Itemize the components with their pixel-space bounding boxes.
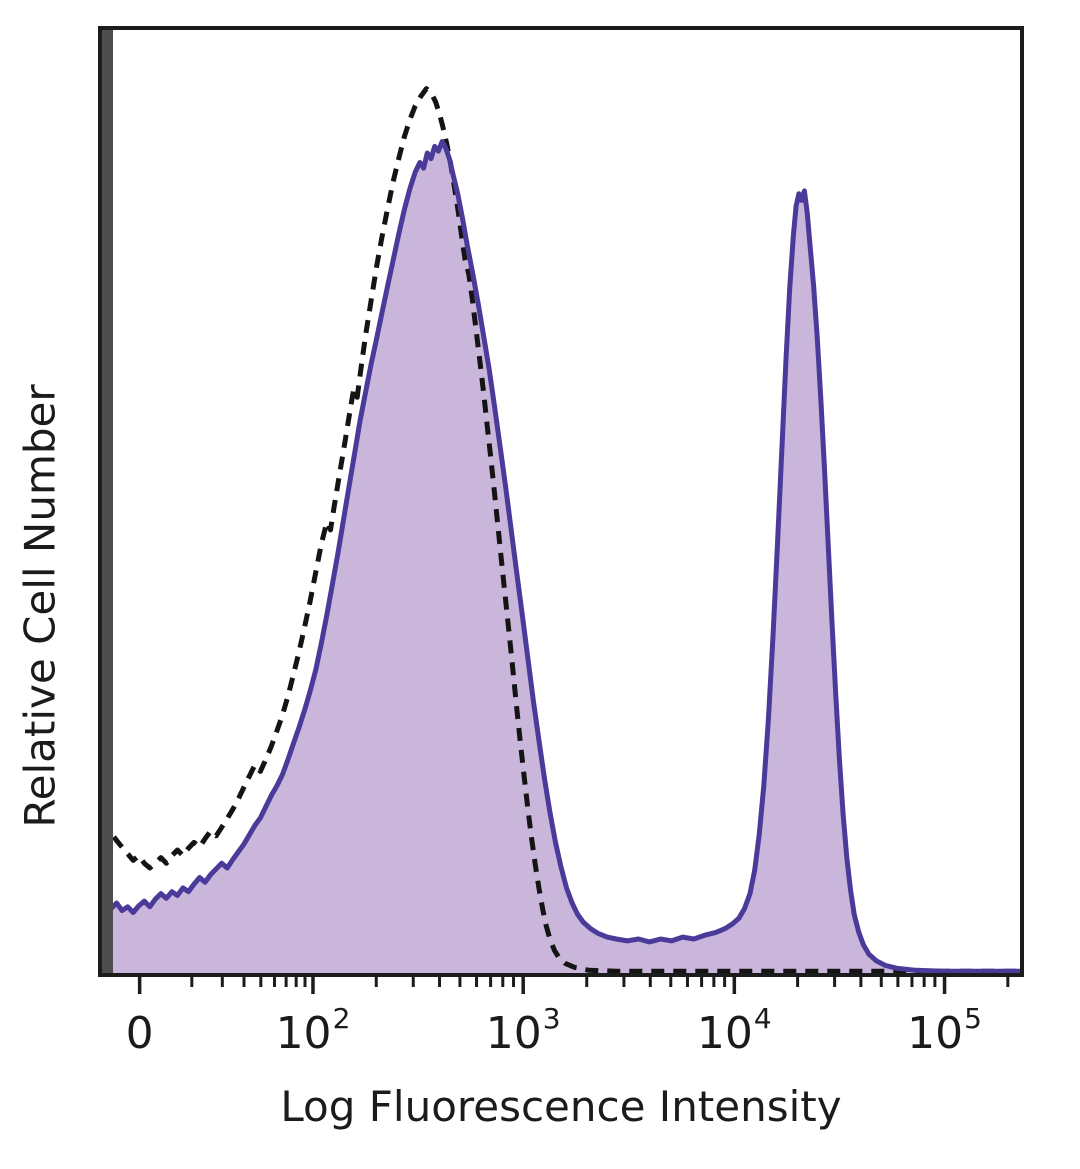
x-tick-label: 0 (126, 1008, 154, 1059)
x-tick-label: 103 (486, 1002, 561, 1059)
x-tick-label: 104 (697, 1002, 772, 1059)
x-tick-label: 102 (276, 1002, 351, 1059)
x-axis-label: Log Fluorescence Intensity (280, 1082, 842, 1131)
x-tick-label: 105 (907, 1002, 982, 1059)
y-axis-label: Relative Cell Number (15, 384, 65, 828)
